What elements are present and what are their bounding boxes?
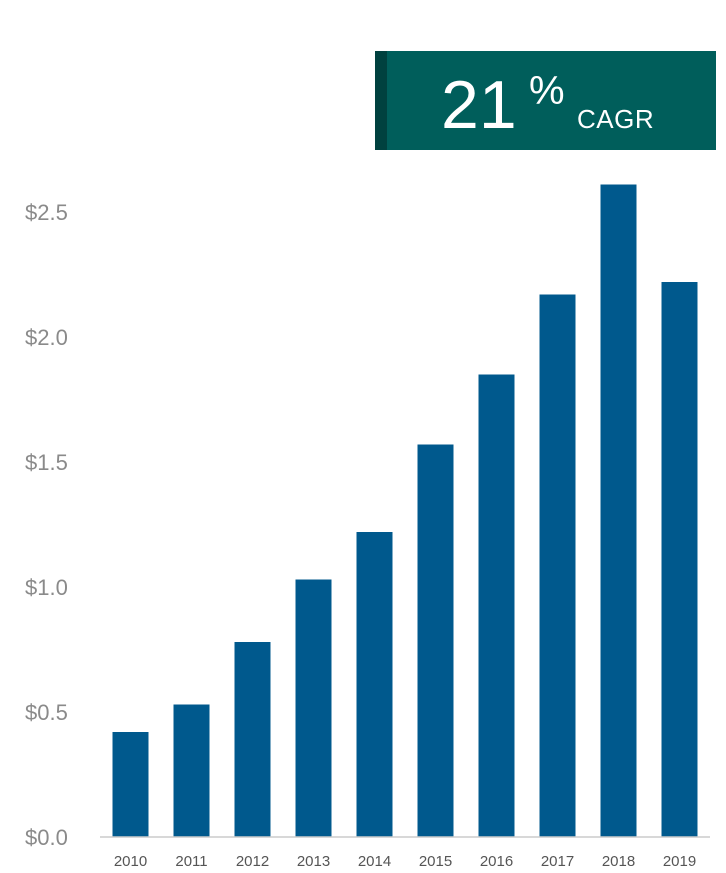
bar-2016 [478, 374, 515, 837]
x-tick-label: 2019 [663, 853, 696, 870]
bars [112, 184, 698, 837]
x-tick-label: 2017 [541, 853, 574, 870]
x-tick-label: 2012 [236, 853, 269, 870]
bar-2015 [417, 444, 454, 837]
y-tick-label: $1.0 [25, 575, 68, 600]
y-tick-label: $0.0 [25, 825, 68, 850]
bar-2017 [539, 294, 576, 837]
x-tick-label: 2018 [602, 853, 635, 870]
cagr-unit: % [529, 69, 565, 113]
y-tick-label: $2.0 [25, 325, 68, 350]
bar-2010 [112, 732, 149, 837]
cagr-label: CAGR [577, 104, 655, 134]
bar-2019 [661, 282, 698, 837]
bar-2012 [234, 642, 271, 837]
x-tick-label: 2016 [480, 853, 513, 870]
x-tick-label: 2014 [358, 853, 391, 870]
y-tick-label: $1.5 [25, 450, 68, 475]
y-tick-label: $0.5 [25, 700, 68, 725]
cagr-badge: 21 % CAGR [375, 51, 716, 150]
x-tick-label: 2010 [114, 853, 147, 870]
bar-2013 [295, 579, 332, 837]
x-tick-label: 2013 [297, 853, 330, 870]
x-axis-ticks: 2010 2011 2012 2013 2014 2015 2016 2017 2018 2019 [114, 853, 696, 870]
bar-2014 [356, 532, 393, 837]
x-tick-label: 2015 [419, 853, 452, 870]
bar-2018 [600, 184, 637, 837]
y-axis-ticks: $0.0 $0.5 $1.0 $1.5 $2.0 $2.5 [25, 200, 68, 850]
y-tick-label: $2.5 [25, 200, 68, 225]
cagr-value: 21 [441, 67, 517, 143]
badge-accent-stripe [375, 51, 387, 150]
bar-2011 [173, 704, 210, 837]
x-tick-label: 2011 [175, 853, 207, 870]
